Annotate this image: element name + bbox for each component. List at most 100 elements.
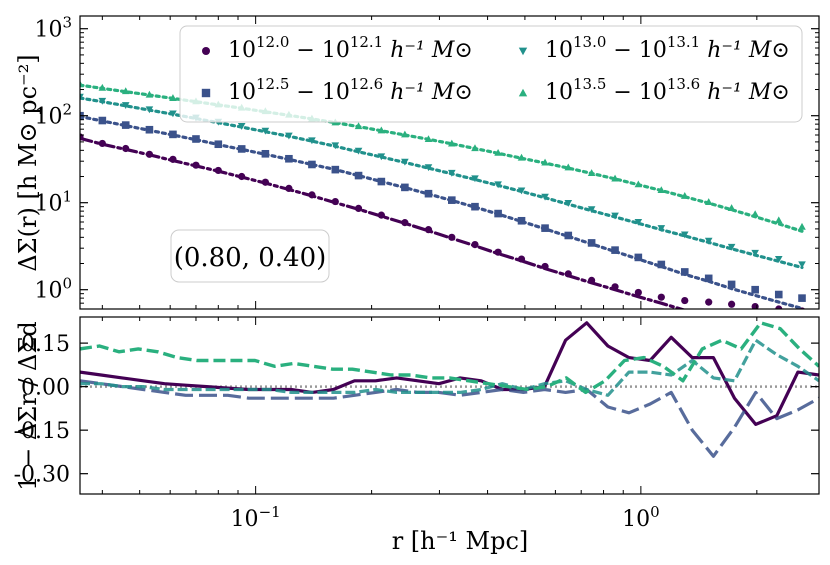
data-point-s3 (727, 243, 736, 251)
legend-label-2: 1012.5 − 1012.6 h⁻¹ M⊙ (228, 75, 473, 105)
x-tick-label: 10−1 (231, 503, 281, 532)
data-point-s1 (541, 262, 549, 271)
data-point-s4 (424, 135, 433, 143)
data-point-s1 (634, 288, 642, 297)
data-point-s2 (680, 268, 689, 276)
data-point-s1 (494, 248, 502, 256)
data-point-s3 (587, 206, 596, 214)
data-point-s3 (145, 106, 154, 114)
data-point-s4 (564, 163, 573, 171)
data-point-s3 (517, 187, 526, 195)
legend-marker-4 (518, 88, 528, 97)
data-point-s2 (517, 216, 526, 225)
data-point-s4 (541, 158, 549, 166)
data-point-s2 (214, 140, 223, 149)
data-point-s3 (98, 97, 107, 105)
data-point-s1 (424, 226, 433, 234)
data-point-s3 (611, 212, 619, 220)
y-tick-label: 101 (34, 188, 72, 217)
data-point-s1 (308, 191, 316, 199)
data-point-s1 (401, 219, 409, 227)
data-point-s4 (657, 186, 666, 194)
data-point-s4 (354, 122, 363, 130)
data-point-s1 (705, 298, 713, 306)
data-point-s1 (728, 300, 736, 308)
data-point-s4 (798, 222, 806, 230)
bottom-x-ticks: 10−1 100 (101, 317, 758, 532)
annotation-box: (0.80, 0.40) (170, 229, 330, 283)
data-point-s2 (494, 209, 502, 218)
data-point-s3 (657, 225, 666, 232)
bottom-y-axis-label: 1 − ΔΣr / ΔΣd (14, 321, 42, 490)
top-panel: 100 101 102 103 (0.80, 0.40) 1012.0 − 1012.… (14, 14, 820, 310)
data-point-s3 (447, 169, 456, 177)
data-point-s2 (564, 231, 573, 240)
data-point-s1 (775, 305, 783, 309)
data-point-s4 (587, 169, 596, 176)
data-point-s4 (704, 198, 713, 205)
data-point-s3 (751, 249, 759, 257)
data-point-s4 (471, 144, 479, 152)
data-point-s2 (704, 274, 713, 283)
data-point-s3 (494, 181, 502, 189)
data-point-s2 (308, 160, 316, 169)
legend-label-3: 1013.0 − 1013.1 h⁻¹ M⊙ (545, 33, 790, 63)
data-point-s3 (377, 153, 386, 161)
data-point-s1 (448, 233, 456, 241)
legend-marker-1 (202, 47, 210, 55)
legend: 1012.0 − 1012.1 h⁻¹ M⊙ 1012.5 − 1012.6 h⁻… (179, 25, 803, 123)
data-point-s4 (517, 153, 526, 161)
data-point-s3 (471, 175, 479, 183)
data-point-s3 (237, 123, 246, 130)
data-point-s1 (145, 150, 154, 158)
ratio-line-1 (80, 321, 819, 426)
legend-frame (179, 25, 803, 123)
data-point-s1 (681, 296, 689, 305)
data-point-s2 (471, 202, 479, 211)
data-point-s2 (727, 280, 736, 289)
data-point-s2 (261, 149, 270, 158)
data-point-s3 (634, 218, 643, 226)
data-point-s2 (98, 116, 107, 125)
bottom-y-tick-label: -0.15 (14, 419, 70, 444)
data-point-s1 (471, 240, 479, 249)
data-point-s3 (261, 127, 270, 135)
top-axes-frame (79, 15, 820, 310)
data-point-s3 (424, 164, 433, 172)
data-point-s3 (401, 158, 409, 166)
data-point-s2 (657, 260, 666, 269)
data-point-s4 (121, 87, 130, 95)
y-tick-label: 100 (34, 275, 72, 304)
bottom-y-tick-label: 0.00 (21, 376, 70, 401)
bottom-y-ticks: 0.15 0.00 -0.15 -0.30 (14, 332, 819, 488)
ratio-line-3 (80, 338, 819, 397)
top-y-axis-label: ΔΣ(r) [h M⊙ pc⁻²] (14, 54, 42, 271)
data-point-s2 (169, 130, 177, 139)
data-point-s3 (308, 137, 316, 145)
data-point-s1 (657, 293, 665, 301)
data-point-s4 (169, 94, 177, 101)
top-minor-ticks (80, 16, 819, 310)
data-point-s1 (331, 197, 339, 206)
data-point-s4 (680, 192, 689, 199)
ratio-lines-group (80, 321, 819, 458)
bottom-panel: 0.15 0.00 -0.15 -0.30 10−1 100 1 − ΔΣr / ΔΣd… (14, 316, 820, 555)
data-point-s4 (401, 130, 409, 138)
data-point-s1 (611, 283, 619, 291)
bottom-y-tick-label: -0.30 (14, 463, 70, 488)
data-point-s3 (704, 237, 713, 245)
data-point-s3 (680, 231, 689, 239)
top-y-ticks: 100 101 102 103 (34, 14, 819, 304)
data-point-s2 (192, 135, 200, 143)
data-point-s1 (214, 166, 222, 175)
data-point-s2 (401, 183, 409, 192)
data-point-s2 (424, 189, 433, 198)
data-point-s1 (192, 161, 200, 169)
bottom-axes-frame (79, 316, 820, 495)
data-point-s3 (798, 261, 806, 269)
data-point-s3 (564, 200, 573, 207)
data-point-s1 (238, 172, 246, 181)
data-point-s3 (169, 110, 177, 118)
data-point-s4 (447, 139, 456, 147)
data-point-s1 (98, 139, 106, 148)
